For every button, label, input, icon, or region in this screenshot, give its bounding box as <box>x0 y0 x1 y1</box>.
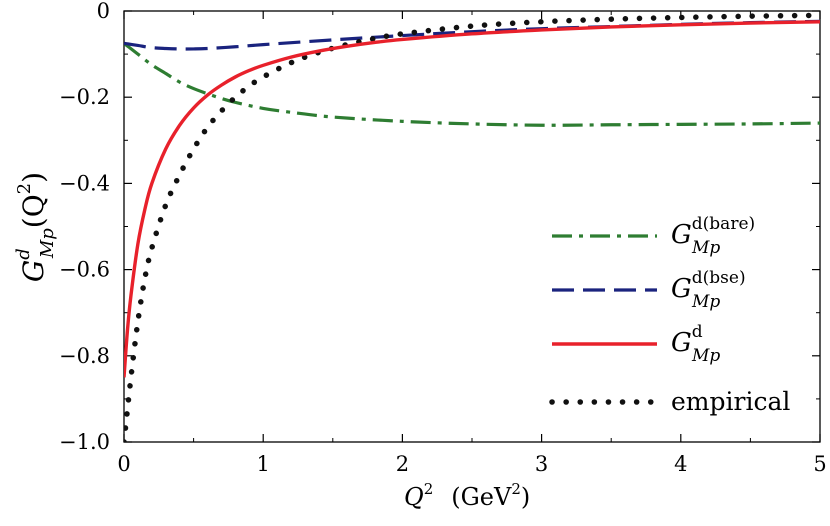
x-tick-label: 2 <box>396 452 409 476</box>
x-axis-label: Q2 (GeV2) <box>404 480 530 511</box>
series-line-bare <box>124 42 820 127</box>
y-tick-label: 0 <box>97 0 110 23</box>
y-tick-label: −0.2 <box>59 85 110 109</box>
curves <box>124 12 820 442</box>
series-line-bse <box>124 19 820 51</box>
x-tick-label: 1 <box>257 452 270 476</box>
x-tick-label: 5 <box>813 452 826 476</box>
y-axis-label-group: Gd Mp(Q2) <box>13 172 58 282</box>
legend-label-empirical: empirical <box>671 387 790 416</box>
legend-label-bare: Gd(bare) Mp <box>671 214 755 258</box>
legend-label-bse: Gd(bse) Mp <box>671 268 746 312</box>
legend-label-total: Gd Mp <box>671 322 720 366</box>
axis-labels: Q2 (GeV2) Gd Mp(Q2) <box>13 172 530 511</box>
y-axis-label: Gd Mp(Q2) <box>13 172 58 282</box>
x-tick-label: 3 <box>535 452 548 476</box>
legend: Gd(bare) Mp Gd(bse) Mp Gd Mp empirical <box>549 214 790 416</box>
y-tick-label: −0.4 <box>59 171 110 195</box>
axes: 0 1 2 3 4 5 0 −0.2 −0.4 −0.6 −0.8 −1.0 <box>59 0 827 476</box>
x-tick-label: 4 <box>674 452 687 476</box>
series-line-empirical <box>124 12 820 442</box>
y-tick-label: −0.8 <box>59 344 110 368</box>
series-line-total <box>124 20 820 378</box>
y-tick-label: −0.6 <box>59 258 110 282</box>
x-tick-label: 0 <box>117 452 130 476</box>
y-tick-label: −1.0 <box>59 430 110 454</box>
